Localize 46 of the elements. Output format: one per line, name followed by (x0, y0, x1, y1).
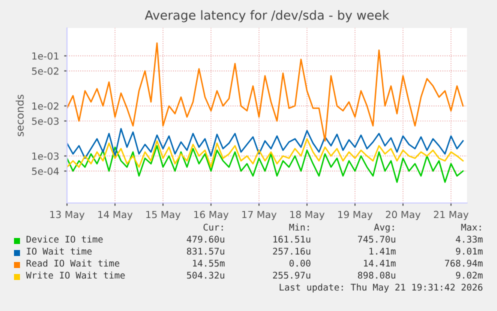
text: 14.55m (192, 260, 225, 267)
text: 9.02m (456, 272, 483, 279)
line-series (67, 42, 464, 142)
x-tick-label: 18 May (290, 210, 324, 220)
line-series (67, 145, 464, 183)
legend-label: IO Wait time (26, 248, 92, 255)
y-tick-label: 5e-04 (32, 168, 59, 175)
text: Cur: (204, 224, 223, 231)
line-series (67, 128, 464, 159)
x-tick-label: 14 May (98, 210, 132, 220)
text: 898.08u (358, 272, 396, 279)
text: Min: (289, 224, 309, 231)
text: 1.41m (370, 248, 396, 255)
text: Max: (461, 224, 481, 231)
text: 0.00 (290, 260, 310, 267)
text: 768.94m (444, 260, 483, 267)
text: 831.57u (186, 248, 224, 255)
text: Avg: (374, 224, 394, 232)
text: Last update: Thu May 21 19:31:42 2026 (280, 284, 482, 292)
y-tick-label: 1e-01 (32, 52, 58, 60)
chart-title: Average latency for /dev/sda - by week (144, 10, 390, 22)
y-axis-title: seconds (16, 94, 24, 136)
text: 4.33m (456, 236, 483, 243)
text: 14.41m (364, 260, 396, 267)
line-series (67, 138, 464, 168)
y-tick-label: 1e-02 (32, 102, 58, 110)
text: 504.32u (187, 272, 224, 279)
x-tick-label: 16 May (194, 210, 228, 220)
y-tick-label: 1e-03 (32, 152, 59, 160)
y-tick-label: 5e-02 (32, 67, 58, 75)
x-tick-label: 19 May (338, 210, 372, 220)
text: 745.70u (358, 236, 396, 243)
text: 255.97u (273, 272, 310, 279)
text: 479.60u (186, 236, 224, 243)
x-tick-label: 20 May (386, 210, 420, 220)
y-tick-label: 5e-03 (32, 117, 59, 125)
legend-label: Write IO Wait time (26, 272, 125, 279)
text: 161.51u (273, 236, 310, 243)
text: 257.16u (273, 248, 310, 255)
legend-label: Device IO time (26, 236, 103, 243)
x-tick-label: 21 May (434, 210, 468, 220)
x-tick-label: 17 May (242, 210, 276, 220)
x-tick-label: 15 May (146, 210, 180, 220)
x-tick-label: 13 May (50, 210, 84, 220)
legend-label: Read IO Wait time (26, 260, 120, 267)
text: 9.01m (456, 248, 483, 255)
